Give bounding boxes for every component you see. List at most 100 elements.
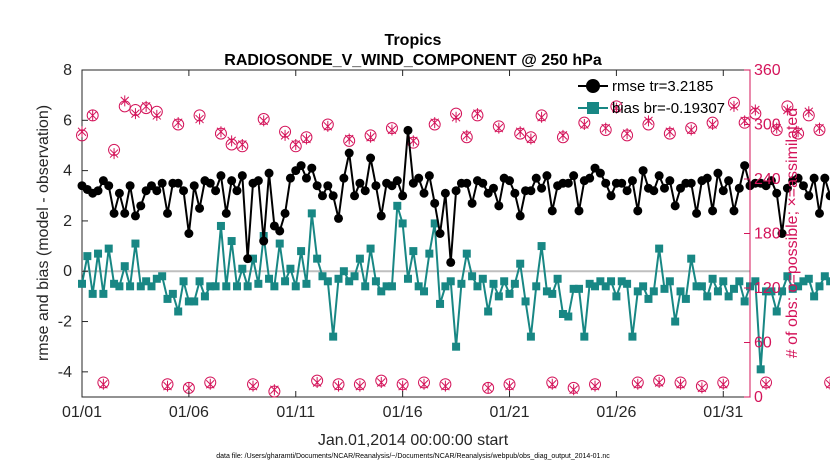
- assimilated-obs-marker: [366, 131, 375, 143]
- bias-marker: [329, 332, 338, 341]
- assimilated-obs-marker: [270, 384, 279, 396]
- rmse-marker: [125, 181, 135, 191]
- assimilated-obs-marker: [302, 133, 311, 145]
- assimilated-obs-marker: [750, 104, 760, 116]
- bias-marker: [345, 277, 354, 286]
- rmse-marker: [264, 168, 274, 178]
- bias-marker: [355, 254, 364, 263]
- bias-marker: [532, 282, 541, 291]
- rmse-marker: [563, 178, 573, 188]
- bias-marker: [553, 274, 562, 283]
- bias-marker: [644, 294, 653, 303]
- rmse-marker: [708, 206, 718, 216]
- bias-marker: [826, 277, 830, 286]
- rmse-marker: [804, 191, 814, 201]
- rmse-marker: [237, 171, 247, 181]
- bias-marker: [660, 284, 669, 293]
- rmse-marker: [702, 173, 712, 183]
- y-tick-label-right: 0: [754, 389, 763, 406]
- legend-bias-marker: [587, 102, 599, 114]
- bias-marker: [254, 279, 263, 288]
- rmse-series: [77, 125, 830, 267]
- bias-marker: [414, 282, 423, 291]
- rmse-marker: [478, 178, 488, 188]
- legend-label: rmse tr=3.2185: [612, 78, 713, 95]
- bias-marker: [238, 264, 247, 273]
- assimilated-obs-marker: [451, 111, 461, 123]
- chart-subtitle: RADIOSONDE_V_WIND_COMPONENT @ 250 hPa: [224, 52, 602, 69]
- y-tick-label-right: 240: [754, 171, 781, 188]
- bias-marker: [184, 297, 193, 306]
- bias-marker: [361, 282, 370, 291]
- rmse-marker: [713, 168, 723, 178]
- bias-marker: [136, 282, 145, 291]
- rmse-marker: [585, 173, 595, 183]
- bias-marker: [152, 274, 161, 283]
- bias-marker: [574, 284, 583, 293]
- rmse-marker: [440, 188, 450, 198]
- y-tick-label: -2: [58, 314, 72, 331]
- rmse-marker: [724, 176, 734, 186]
- bias-marker: [740, 297, 749, 306]
- assimilated-obs-marker: [547, 378, 557, 390]
- rmse-marker: [419, 188, 429, 198]
- assimilated-obs-marker: [708, 119, 717, 130]
- bias-marker: [323, 277, 332, 286]
- rmse-marker: [109, 208, 119, 218]
- rmse-marker: [130, 211, 140, 221]
- assimilated-obs-marker: [526, 133, 536, 145]
- bias-marker: [729, 284, 738, 293]
- assimilated-obs-marker: [473, 108, 482, 120]
- x-tick-label: 01/01: [62, 404, 102, 421]
- rmse-marker: [494, 201, 504, 211]
- bias-marker: [494, 292, 503, 301]
- rmse-marker: [184, 229, 194, 238]
- assimilated-obs-marker: [141, 100, 151, 112]
- bias-marker: [671, 317, 680, 326]
- bias-marker: [462, 249, 471, 258]
- bias-marker: [692, 282, 701, 291]
- rmse-marker: [451, 186, 461, 196]
- bias-marker: [94, 249, 103, 258]
- assimilated-obs-marker: [109, 148, 119, 160]
- rmse-marker: [729, 206, 739, 216]
- y-tick-label: 6: [63, 112, 72, 129]
- assimilated-obs-marker: [387, 124, 397, 136]
- assimilated-obs-marker: [483, 382, 493, 394]
- bias-marker: [441, 282, 450, 291]
- assimilated-obs-marker: [633, 378, 643, 390]
- y-axis-right: 0 60 120 180 240 300 360: [744, 62, 781, 406]
- assimilated-obs-marker: [430, 117, 440, 129]
- rmse-marker: [173, 178, 183, 188]
- y-tick-label: -4: [58, 364, 72, 381]
- assimilated-obs-marker: [612, 102, 621, 114]
- rmse-marker: [360, 186, 370, 196]
- assimilated-obs-marker: [323, 120, 333, 132]
- assimilated-obs-marker: [376, 376, 386, 388]
- bias-marker: [708, 274, 717, 283]
- rmse-marker: [120, 208, 130, 218]
- x-tick-label: 01/26: [596, 404, 636, 421]
- bias-marker: [537, 242, 546, 251]
- rmse-marker: [205, 178, 215, 188]
- x-tick-label: 01/11: [276, 404, 315, 421]
- bias-marker: [425, 249, 434, 258]
- bias-marker: [350, 272, 359, 281]
- rmse-marker: [820, 173, 830, 183]
- rmse-marker: [627, 176, 637, 186]
- rmse-marker: [542, 171, 552, 181]
- assimilated-obs-marker: [793, 126, 803, 138]
- bias-marker: [339, 267, 348, 276]
- rmse-marker: [232, 186, 242, 196]
- bias-marker: [281, 277, 290, 286]
- possible-obs-marker: [824, 376, 830, 389]
- bias-marker: [617, 277, 626, 286]
- chart-title: Tropics: [385, 32, 442, 49]
- rmse-marker: [782, 183, 792, 193]
- assimilated-obs-marker: [227, 135, 236, 147]
- bias-marker: [126, 282, 135, 291]
- assimilated-obs-marker: [654, 376, 664, 388]
- bias-marker: [783, 272, 792, 281]
- bias-marker: [762, 287, 771, 296]
- bias-marker: [473, 282, 482, 291]
